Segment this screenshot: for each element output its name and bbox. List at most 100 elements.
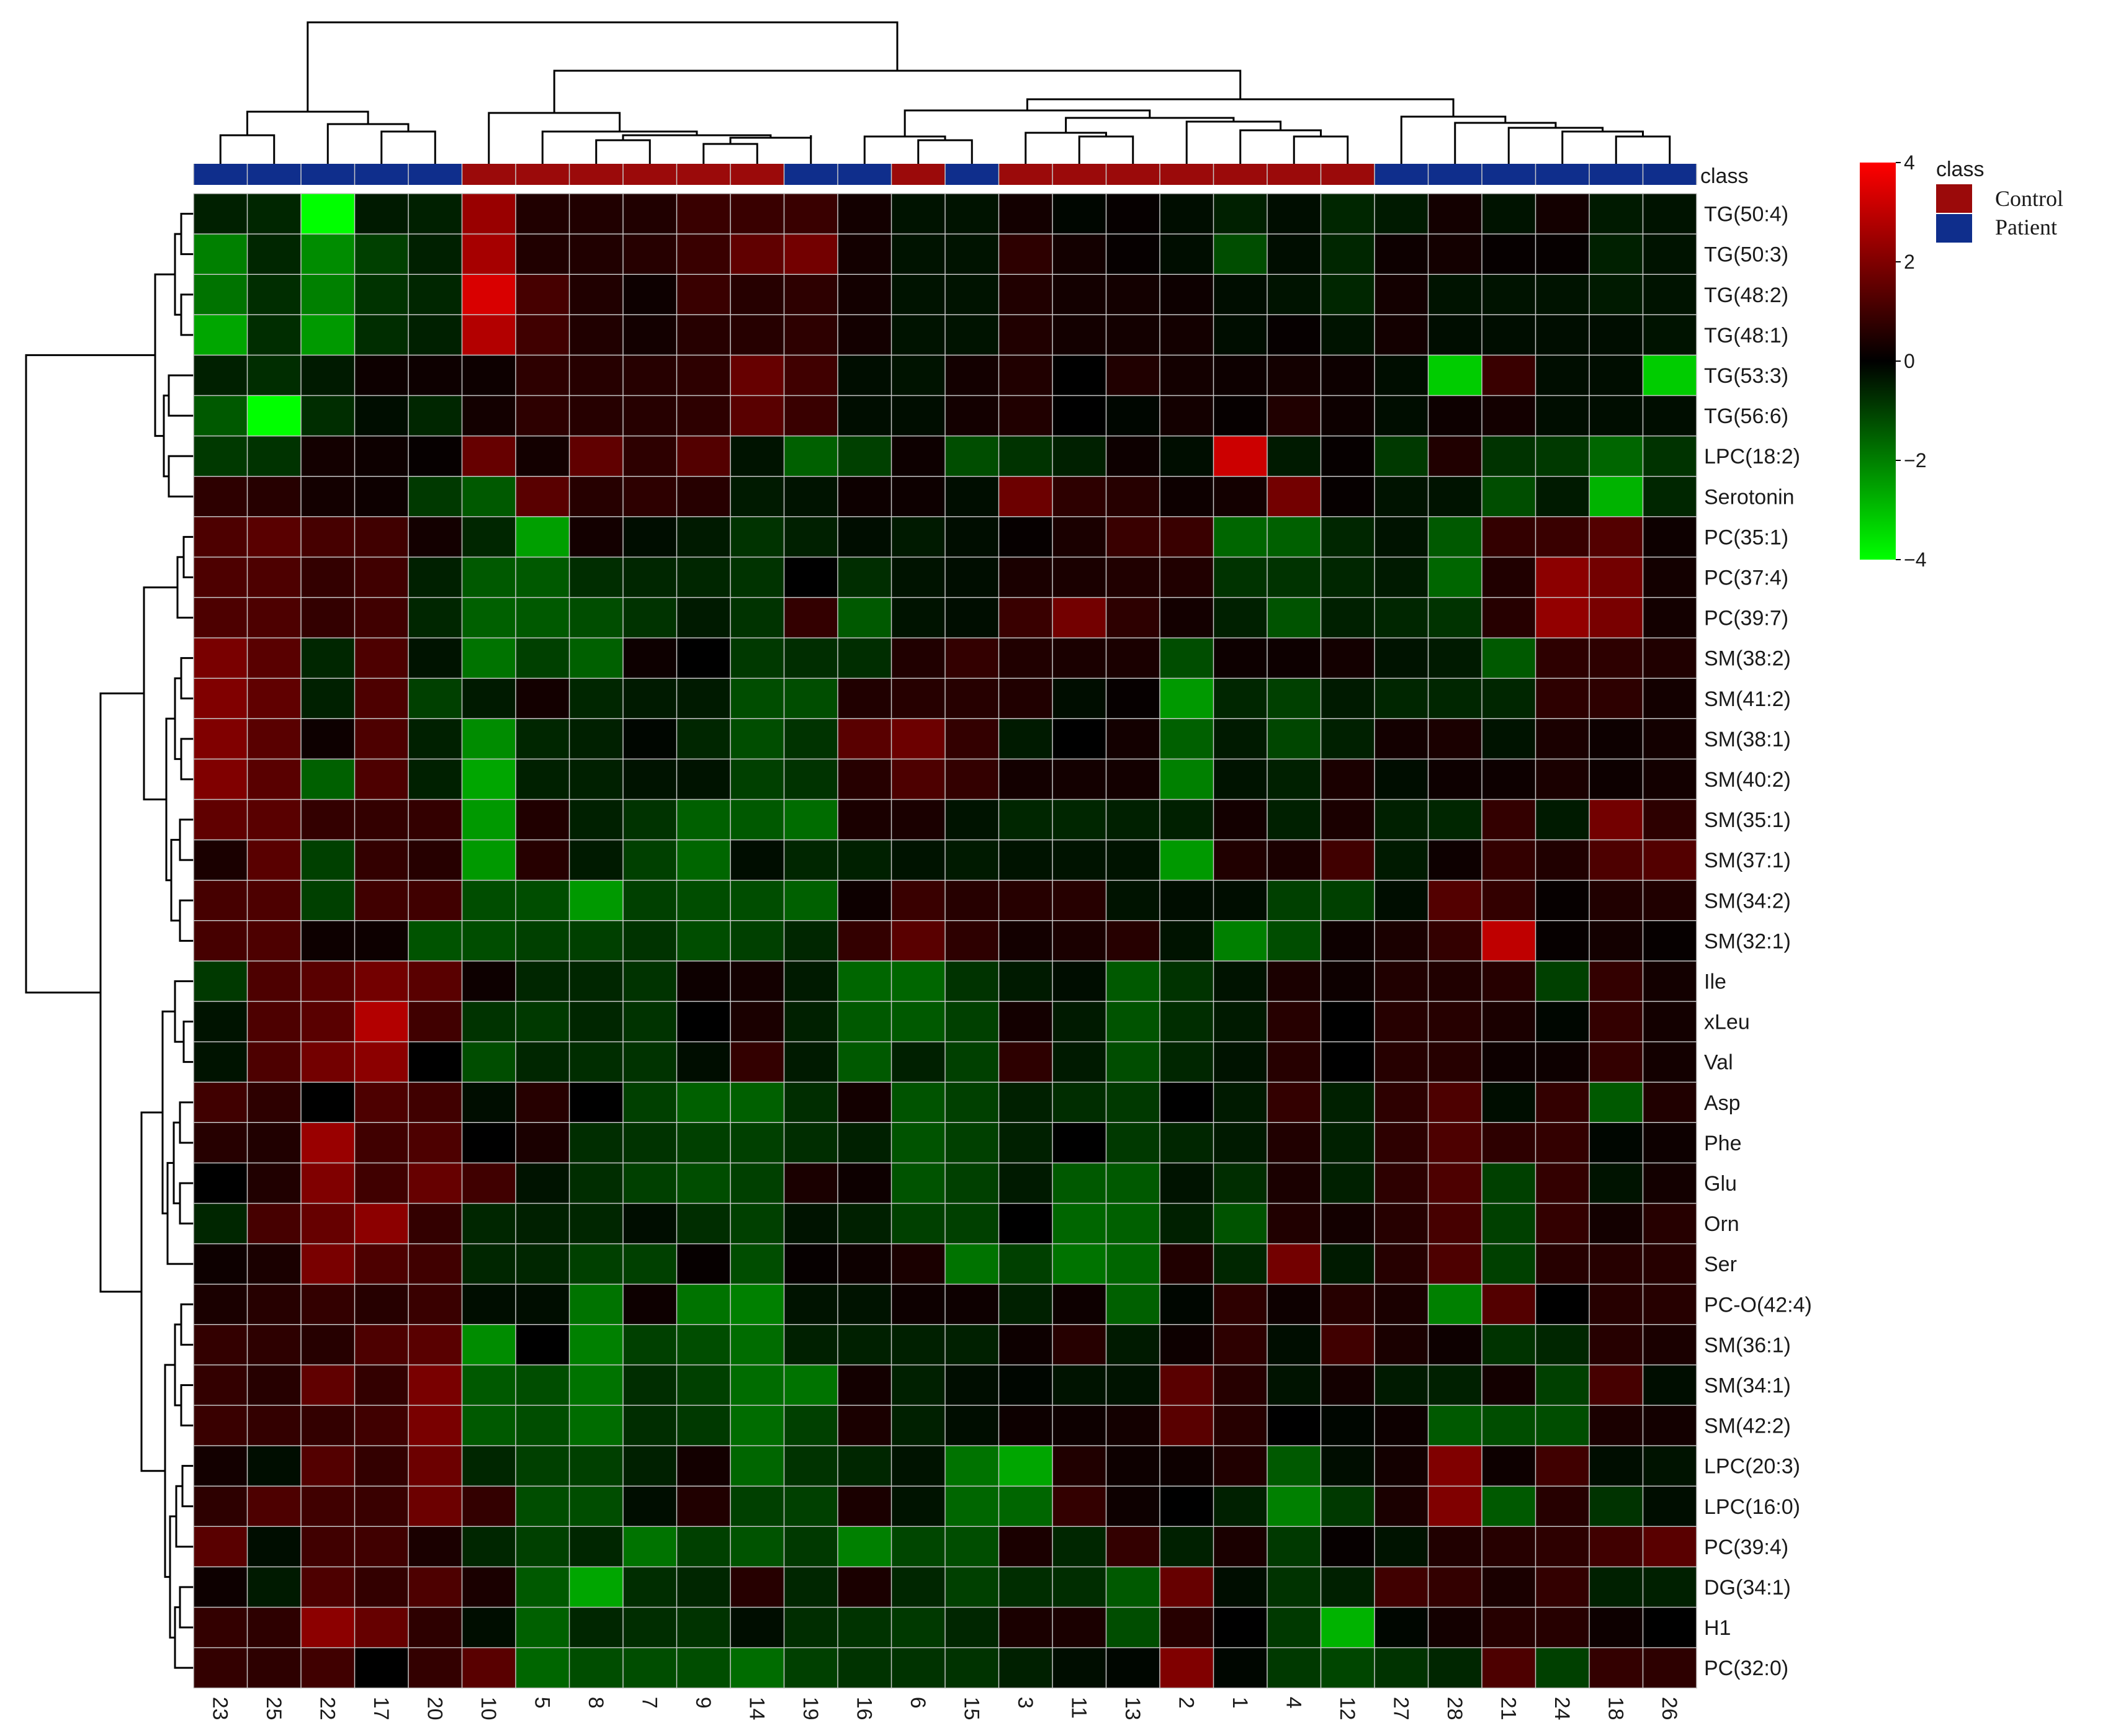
heatmap-cell — [730, 1042, 784, 1083]
color-scale-tick-label: 0 — [1904, 350, 1915, 372]
heatmap-cell — [1321, 920, 1375, 962]
heatmap-cell — [1160, 1567, 1214, 1608]
heatmap-cell — [569, 1203, 624, 1245]
heatmap-cell — [1052, 1284, 1106, 1325]
heatmap-cell — [1106, 960, 1160, 1002]
heatmap-cell — [891, 1526, 946, 1567]
heatmap-cell — [516, 1364, 570, 1406]
dendrograms — [25, 21, 1671, 1669]
heatmap-cell — [1321, 476, 1375, 517]
heatmap-cell — [1267, 1526, 1321, 1567]
dendrogram-branch — [182, 535, 194, 578]
heatmap-cell — [1375, 920, 1429, 962]
heatmap-cell — [1375, 1042, 1429, 1083]
heatmap-cell — [1428, 1042, 1482, 1083]
heatmap-cell — [408, 1526, 462, 1567]
heatmap-cell — [194, 557, 248, 598]
heatmap-cell — [784, 315, 838, 356]
heatmap-cell — [1267, 597, 1321, 638]
row-label: SM(34:2) — [1704, 889, 1791, 913]
row-label: SM(34:1) — [1704, 1374, 1791, 1397]
dendrogram-branch — [1239, 129, 1322, 164]
heatmap-cell — [676, 1364, 731, 1406]
heatmap-cell — [1428, 1567, 1482, 1608]
heatmap-cell — [354, 355, 409, 396]
heatmap-cell — [1482, 1042, 1536, 1083]
heatmap-cell — [1375, 234, 1429, 275]
heatmap-cell — [301, 597, 355, 638]
heatmap-cell — [516, 1243, 570, 1285]
heatmap-cell — [569, 1526, 624, 1567]
heatmap-cell — [1267, 1203, 1321, 1245]
heatmap-cell — [247, 1446, 302, 1487]
heatmap-cell — [784, 1405, 838, 1446]
column-label: 21 — [1496, 1697, 1520, 1720]
heatmap-cell — [1160, 274, 1214, 315]
heatmap-cell — [891, 678, 946, 719]
heatmap-cell — [1160, 1364, 1214, 1406]
heatmap-cell — [1428, 960, 1482, 1002]
heatmap-cell — [1160, 920, 1214, 962]
heatmap-cell — [1267, 1042, 1321, 1083]
heatmap-cell — [838, 1526, 892, 1567]
heatmap-cell — [1643, 1364, 1697, 1406]
dendrogram-branch — [1454, 122, 1557, 164]
heatmap-cell — [1106, 355, 1160, 396]
heatmap-cell — [1589, 920, 1643, 962]
dendrogram-branch — [488, 112, 621, 164]
heatmap-cell — [1267, 1284, 1321, 1325]
column-label: 1 — [1228, 1697, 1252, 1709]
heatmap-cell — [194, 1042, 248, 1083]
heatmap-cell — [1160, 1405, 1214, 1446]
heatmap-cell — [891, 1284, 946, 1325]
heatmap-cell — [516, 1163, 570, 1204]
heatmap-cell — [194, 1284, 248, 1325]
heatmap-cell — [301, 315, 355, 356]
column-label: 7 — [637, 1697, 661, 1709]
heatmap-cell — [1321, 1284, 1375, 1325]
column-label: 27 — [1389, 1697, 1412, 1720]
row-label: Asp — [1704, 1091, 1741, 1115]
column-label: 15 — [959, 1697, 983, 1720]
row-label: PC(39:4) — [1704, 1536, 1788, 1559]
heatmap-cell — [569, 1324, 624, 1366]
heatmap-cell — [998, 799, 1053, 841]
heatmap-cell — [1052, 1203, 1106, 1245]
heatmap-cell — [1267, 355, 1321, 396]
heatmap-cell — [623, 1446, 677, 1487]
heatmap-cell — [354, 1082, 409, 1123]
heatmap-cell — [945, 1364, 999, 1406]
heatmap-cell — [1052, 960, 1106, 1002]
heatmap-cell — [730, 274, 784, 315]
dendrogram-branch — [180, 293, 194, 336]
heatmap-cell — [1267, 1082, 1321, 1123]
column-label: 10 — [477, 1697, 500, 1720]
heatmap-cell — [247, 960, 302, 1002]
heatmap-cell — [247, 638, 302, 679]
heatmap-cell — [1482, 960, 1536, 1002]
heatmap-cell — [1589, 1082, 1643, 1123]
dendrogram-branch — [179, 1101, 194, 1144]
heatmap-cell — [1160, 678, 1214, 719]
heatmap-cell — [623, 1647, 677, 1689]
heatmap-cell — [838, 234, 892, 275]
heatmap-cell — [516, 1446, 570, 1487]
heatmap-cell — [194, 1486, 248, 1527]
heatmap-cell — [1589, 315, 1643, 356]
heatmap-cell — [1482, 1567, 1536, 1608]
heatmap-cell — [1535, 1082, 1590, 1123]
heatmap-cell — [676, 1163, 731, 1204]
heatmap-cell — [1375, 395, 1429, 437]
heatmap-cell — [516, 1607, 570, 1649]
heatmap-cell — [784, 638, 838, 679]
heatmap-cell — [1213, 476, 1268, 517]
heatmap-cell — [1589, 557, 1643, 598]
heatmap-cell — [354, 1042, 409, 1083]
heatmap-cell — [623, 718, 677, 759]
heatmap-cell — [945, 1122, 999, 1163]
heatmap-cell — [1375, 1567, 1429, 1608]
heatmap-cell — [247, 274, 302, 315]
heatmap-cell — [516, 1526, 570, 1567]
column-label: 14 — [745, 1697, 768, 1720]
class-bar — [193, 164, 1697, 185]
